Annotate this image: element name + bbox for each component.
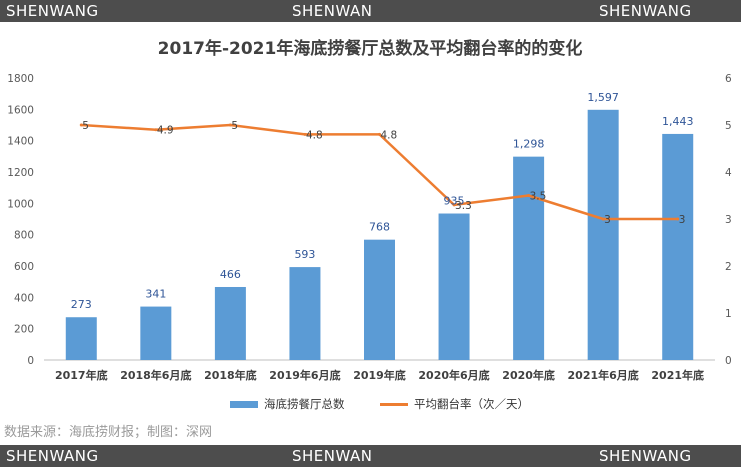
bar	[140, 306, 172, 360]
y-left-tick-label: 1000	[7, 198, 34, 210]
bar-data-label: 341	[145, 288, 166, 301]
watermark-text: SHENWANG	[6, 2, 99, 20]
y-left-tick-label: 400	[14, 292, 34, 304]
line-data-label: 5	[82, 120, 89, 132]
y-left-tick-label: 1200	[7, 167, 34, 179]
bar	[214, 286, 246, 360]
line-point	[154, 128, 158, 132]
y-left-tick-label: 1800	[7, 73, 34, 85]
y-right-tick-label: 2	[725, 261, 732, 273]
legend-item-line: 平均翻台率（次／天）	[380, 395, 529, 413]
x-tick-label: 2019年6月底	[269, 368, 340, 382]
line-data-label: 3.5	[530, 191, 547, 203]
x-tick-label: 2018年6月底	[120, 368, 191, 382]
line-point	[378, 132, 381, 136]
y-left-tick-label: 200	[14, 324, 34, 336]
watermark-text: SHENWANG	[599, 2, 692, 20]
watermark-text: SHENWAN	[292, 447, 373, 465]
bar-data-label: 273	[71, 298, 92, 311]
legend-label: 海底捞餐厅总数	[264, 397, 345, 411]
y-right-tick-label: 4	[725, 167, 732, 179]
y-right-tick-label: 5	[725, 120, 732, 132]
legend-swatch-line	[380, 402, 408, 406]
y-right-tick-label: 0	[725, 355, 732, 367]
bar	[513, 156, 545, 360]
watermark-bar-bottom: SHENWANG SHENWAN SHENWANG	[0, 445, 741, 467]
line-point	[601, 217, 605, 221]
chart-title: 2017年-2021年海底捞餐厅总数及平均翻台率的的变化	[158, 38, 583, 59]
legend-swatch-bar	[230, 400, 258, 408]
line-point	[676, 217, 680, 221]
bar	[587, 109, 619, 360]
line-series	[79, 123, 680, 221]
x-tick-label: 2019年底	[353, 368, 406, 382]
x-tick-label: 2020年6月底	[418, 368, 489, 382]
line-data-label: 4.8	[306, 129, 323, 141]
legend: 海底捞餐厅总数 平均翻台率（次／天）	[0, 395, 741, 413]
y-right-tick-label: 6	[725, 73, 732, 85]
bar-data-label: 1,597	[587, 91, 619, 104]
bar-series	[65, 109, 694, 360]
bar-data-label: 593	[294, 248, 315, 261]
bar-data-label: 1,443	[662, 115, 694, 128]
bar-data-label: 466	[220, 268, 241, 281]
line-data-label: 3	[679, 214, 686, 226]
bar	[438, 213, 470, 360]
y-left-tick-label: 0	[27, 355, 34, 367]
line-data-label: 4.8	[381, 129, 398, 141]
line-data-label: 3.3	[455, 200, 472, 212]
bar	[662, 133, 694, 360]
x-tick-label: 2021年6月底	[568, 368, 639, 382]
y-left-tick-label: 1400	[7, 136, 34, 148]
data-labels: 273 341 466 593 768 935 1,298 1,597 1,443 5 4.9 5 4.…	[71, 91, 694, 311]
line-point	[303, 132, 307, 136]
line-point	[79, 123, 83, 127]
y-left-tick-label: 600	[14, 261, 34, 273]
source-note: 数据来源：海底捞财报；制图：深网	[4, 425, 213, 440]
x-tick-label: 2021年底	[651, 368, 704, 382]
bar	[364, 239, 395, 360]
watermark-text: SHENWANG	[6, 447, 99, 465]
line-point	[452, 203, 456, 207]
line-point	[228, 123, 232, 127]
line-point	[527, 194, 531, 197]
watermark-bar-top: SHENWANG SHENWAN SHENWANG	[0, 0, 741, 22]
watermark-text: SHENWAN	[292, 2, 373, 20]
legend-item-bars: 海底捞餐厅总数	[230, 395, 345, 413]
bar-data-label: 935	[444, 195, 465, 208]
line-data-label: 5	[231, 120, 238, 132]
y-left-tick-label: 1600	[7, 104, 34, 116]
axes: 0 200 400 600 800 1000 1200 1400 1600 1800 0 1 2 3 4 5 6…	[7, 73, 732, 382]
bar-data-label: 1,298	[513, 138, 545, 151]
legend-label: 平均翻台率（次／天）	[414, 397, 529, 411]
x-tick-label: 2018年底	[204, 368, 257, 382]
x-tick-label: 2020年底	[502, 368, 555, 382]
bar	[289, 267, 321, 360]
bar	[65, 317, 97, 360]
watermark-text: SHENWANG	[599, 447, 692, 465]
x-tick-label: 2017年底	[55, 368, 108, 382]
line-data-label: 4.9	[157, 125, 174, 137]
line-data-label: 3	[604, 214, 611, 226]
y-right-tick-label: 3	[725, 214, 732, 226]
bar-data-label: 768	[369, 221, 390, 234]
y-left-tick-label: 800	[14, 230, 34, 242]
y-right-tick-label: 1	[725, 308, 732, 320]
